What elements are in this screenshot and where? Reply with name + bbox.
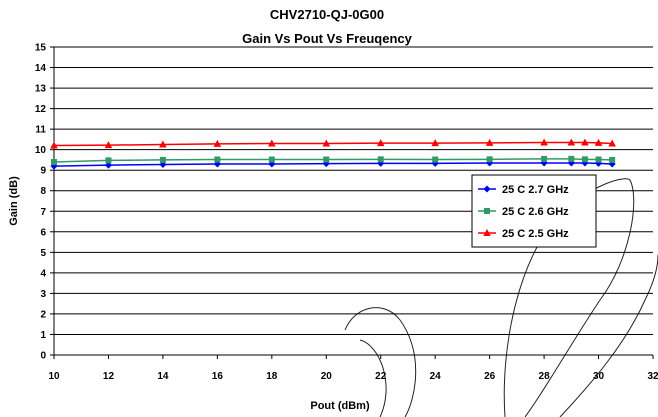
data-point <box>104 141 113 149</box>
y-tick-label: 8 <box>40 186 46 197</box>
y-tick-label: 15 <box>35 43 47 54</box>
y-tick-label: 13 <box>35 84 47 95</box>
legend-label: 25 C 2.5 GHz <box>502 228 569 240</box>
y-tick-label: 3 <box>40 289 46 300</box>
y-tick-label: 11 <box>35 125 46 136</box>
data-point <box>50 141 58 149</box>
x-axis-label: Pout (dBm) <box>310 400 370 412</box>
data-point <box>322 139 331 147</box>
data-point <box>159 156 166 163</box>
watermark <box>344 178 658 417</box>
data-point <box>594 138 603 146</box>
data-point <box>540 138 548 146</box>
legend-marker <box>483 229 491 236</box>
y-tick-label: 2 <box>40 309 46 320</box>
y-tick-label: 12 <box>35 104 47 115</box>
x-tick-label: 10 <box>48 371 60 382</box>
x-tick-label: 16 <box>212 371 224 382</box>
series-group <box>50 138 616 170</box>
series-line <box>53 162 613 167</box>
data-point <box>214 156 221 163</box>
y-tick-label: 0 <box>40 351 46 362</box>
y-tick-label: 6 <box>40 227 46 238</box>
legend-marker <box>483 185 491 193</box>
x-tick-label: 20 <box>321 371 333 382</box>
x-tick-label: 22 <box>375 371 387 382</box>
legend-label: 25 C 2.7 GHz <box>502 184 569 196</box>
data-point <box>595 156 602 163</box>
data-point <box>51 158 57 165</box>
data-point <box>541 155 548 162</box>
y-tick-label: 1 <box>40 330 46 341</box>
data-point <box>431 139 439 147</box>
x-tick-label: 32 <box>647 371 658 382</box>
series-line <box>53 141 613 147</box>
chart-subtitle: Gain Vs Pout Vs Freuqency <box>242 31 413 46</box>
data-point <box>377 156 384 163</box>
x-tick-label: 30 <box>593 371 605 382</box>
series-line <box>53 158 613 163</box>
x-tick-label: 26 <box>484 371 496 382</box>
data-point <box>609 156 616 163</box>
data-point <box>485 138 494 146</box>
data-point <box>432 156 439 163</box>
watermark-arc-1 <box>344 307 417 417</box>
chart-title: CHV2710-QJ-0G00 <box>270 7 384 22</box>
data-point <box>581 156 588 163</box>
data-point <box>105 157 112 164</box>
legend-label: 25 C 2.6 GHz <box>502 206 569 218</box>
legend-marker <box>484 208 490 214</box>
x-tick-label: 12 <box>103 371 115 382</box>
y-tick-label: 14 <box>35 63 47 74</box>
watermark-arc-2 <box>359 339 387 417</box>
data-point <box>568 155 575 162</box>
data-point <box>268 156 275 163</box>
x-tick-label: 18 <box>266 371 278 382</box>
legend: 25 C 2.7 GHz 25 C 2.6 GHz 25 C 2.5 GHz <box>471 174 597 248</box>
data-point <box>581 138 589 146</box>
x-tick-label: 14 <box>157 371 169 382</box>
x-tick-label: 24 <box>430 371 442 382</box>
y-tick-label: 7 <box>40 207 46 218</box>
y-tick-label: 4 <box>40 268 46 279</box>
watermark-arc-4 <box>559 254 658 417</box>
y-axis-label: Gain (dB) <box>8 176 20 226</box>
data-point <box>608 139 616 147</box>
y-tick-label: 9 <box>40 166 46 177</box>
watermark-arc-3 <box>503 178 635 417</box>
y-tick-label: 5 <box>40 248 46 259</box>
data-point <box>567 138 576 146</box>
x-tick-label: 28 <box>539 371 551 382</box>
axes <box>50 46 654 359</box>
data-point <box>376 139 385 147</box>
data-point <box>159 140 167 148</box>
data-point <box>268 139 276 147</box>
data-point <box>486 156 493 163</box>
data-point <box>213 139 222 147</box>
y-tick-label: 10 <box>35 145 47 156</box>
data-point <box>323 156 330 163</box>
